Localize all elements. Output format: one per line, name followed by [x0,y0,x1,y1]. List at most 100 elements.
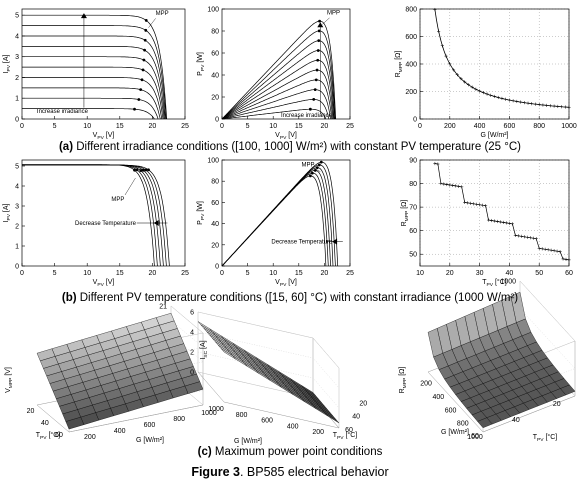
row-caption-a: (a) Different irradiance conditions ([10… [59,141,521,153]
y-tick-label: 60 [211,51,219,58]
x-tick-label: 15 [116,270,124,277]
mpp-leader [314,168,321,172]
y-tick-label: 600 [405,34,417,41]
iv-curve-100 [22,108,155,120]
g-tick-label: 600 [261,418,273,425]
mpp-point [312,98,316,101]
iv-curve-900 [22,25,167,120]
pv-curve-800 [221,40,336,120]
iv-curve-700 [22,46,166,120]
u-axis-label: G [W/m²] [234,438,262,445]
chart-a3: 0 200 400 600 800 1000 0 200 400 600 800 G [W/m²] RM… [395,7,577,140]
iv-curve-500 [22,66,164,120]
x-tick-label: 0 [418,123,422,130]
chart-a2: 0 5 10 15 20 25 0 20 40 60 80 100 VPV [V] PPV [W] Incr… [197,7,354,142]
g-tick-label: 200 [84,434,96,441]
g-tick-label: 800 [457,421,469,428]
x-tick-label: 10 [269,270,277,277]
u-tick-label: 60 [55,432,63,439]
mpp-point [137,98,141,101]
x-axis-label: VPV [V] [275,279,297,288]
u-axis-label: TPV [°C] [36,431,61,441]
mpp-point [317,29,321,33]
mpp-point [133,107,136,111]
x-tick-label: 800 [533,123,545,130]
y-axis-label: IPV [A] [3,203,12,222]
mpp-point [141,68,145,72]
g-tick-label: 800 [173,416,185,423]
x-tick-label: 30 [476,270,484,277]
irradiance-arrow-head [80,13,87,19]
g-tick-label: 400 [114,428,126,435]
annotation-decrease-temperature: Decrease Temperature [75,221,137,227]
x-tick-label: 25 [181,270,189,277]
g-tick-label: 400 [432,394,444,401]
x-tick-label: 20 [446,270,454,277]
floor-edge [36,404,204,433]
mpp-point [135,168,139,172]
x-tick-label: 5 [53,123,57,130]
mpp-point [315,68,319,72]
iv-curve-600 [22,56,165,120]
surface-patch [220,348,236,360]
chart-b1: 0 5 10 15 20 25 0 1 2 3 4 5 VPV [V] IPV [A] MPP Decreas… [3,159,189,288]
x-axis-label: G [W/m²] [481,132,509,139]
plot-frame [221,8,351,120]
y-tick-label: 0 [413,117,417,124]
g-tick-label: 200 [420,381,432,388]
y-tick-label: 70 [409,205,417,212]
y-tick-label: 90 [409,158,417,165]
y-tick-label: 80 [211,29,219,36]
x-tick-label: 20 [149,123,157,130]
mpp-point [308,174,312,178]
plot-frame [21,8,186,120]
x-tick-label: 5 [246,270,250,277]
x-axis-label: VPV [V] [93,279,115,288]
t-tick-label: 40 [512,417,520,424]
t-tick-label: 20 [359,400,367,407]
x-tick-label: 1000 [561,123,577,130]
z-axis-label: ISC [A] [200,340,209,359]
y-tick-label: 3 [15,54,19,61]
iv-curve-400 [22,77,163,120]
pv-curve-300 [221,89,331,120]
surface-patch [427,328,443,358]
mpp-point [316,49,320,52]
v-axis-label: TPV [°C] [533,433,558,443]
x-tick-label: 0 [220,123,224,130]
mpp-point [316,58,320,62]
y-tick-label: 800 [405,7,417,14]
y-axis-label: RMPP [Ω] [401,200,410,227]
y-tick-label: 1 [15,96,19,103]
x-tick-label: 0 [220,270,224,277]
x-axis-label: TPV [°C] [482,278,507,288]
annotation-increase-irradiance: Increase irradiance [37,109,89,115]
annotation-mpp: MPP [302,162,315,168]
plot-frame [21,159,186,267]
mpp-point [317,39,321,43]
y-tick-label: 80 [211,179,219,186]
x-tick-label: 10 [416,270,424,277]
g-tick-label: 200 [312,429,324,436]
v-axis-label: TPV [°C] [333,431,358,441]
annotation-mpp: MPP [156,11,169,17]
figure-caption: Figure 3. BP585 electrical behavior [191,465,388,479]
mpp-point [318,19,321,23]
x-tick-label: 5 [246,123,250,130]
y-axis-label: PPV [W] [197,201,206,225]
pv-curve-100 [221,108,327,120]
g-tick-label: 1000 [201,410,217,417]
y-tick-label: 200 [405,89,417,96]
x-tick-label: 10 [83,123,91,130]
z-tick-label: 4 [190,330,194,337]
mpp-leader [124,177,136,196]
pv-curve-900 [221,30,336,120]
y-tick-label: 400 [405,62,417,69]
x-tick-label: 20 [321,123,329,130]
x-tick-label: 25 [346,123,354,130]
iv-curve-300 [22,87,161,120]
t-tick-label: 20 [553,401,561,408]
annotation-mpp: MPP [327,11,340,17]
y-tick-label: 2 [15,224,19,231]
mpp-point [315,166,319,170]
